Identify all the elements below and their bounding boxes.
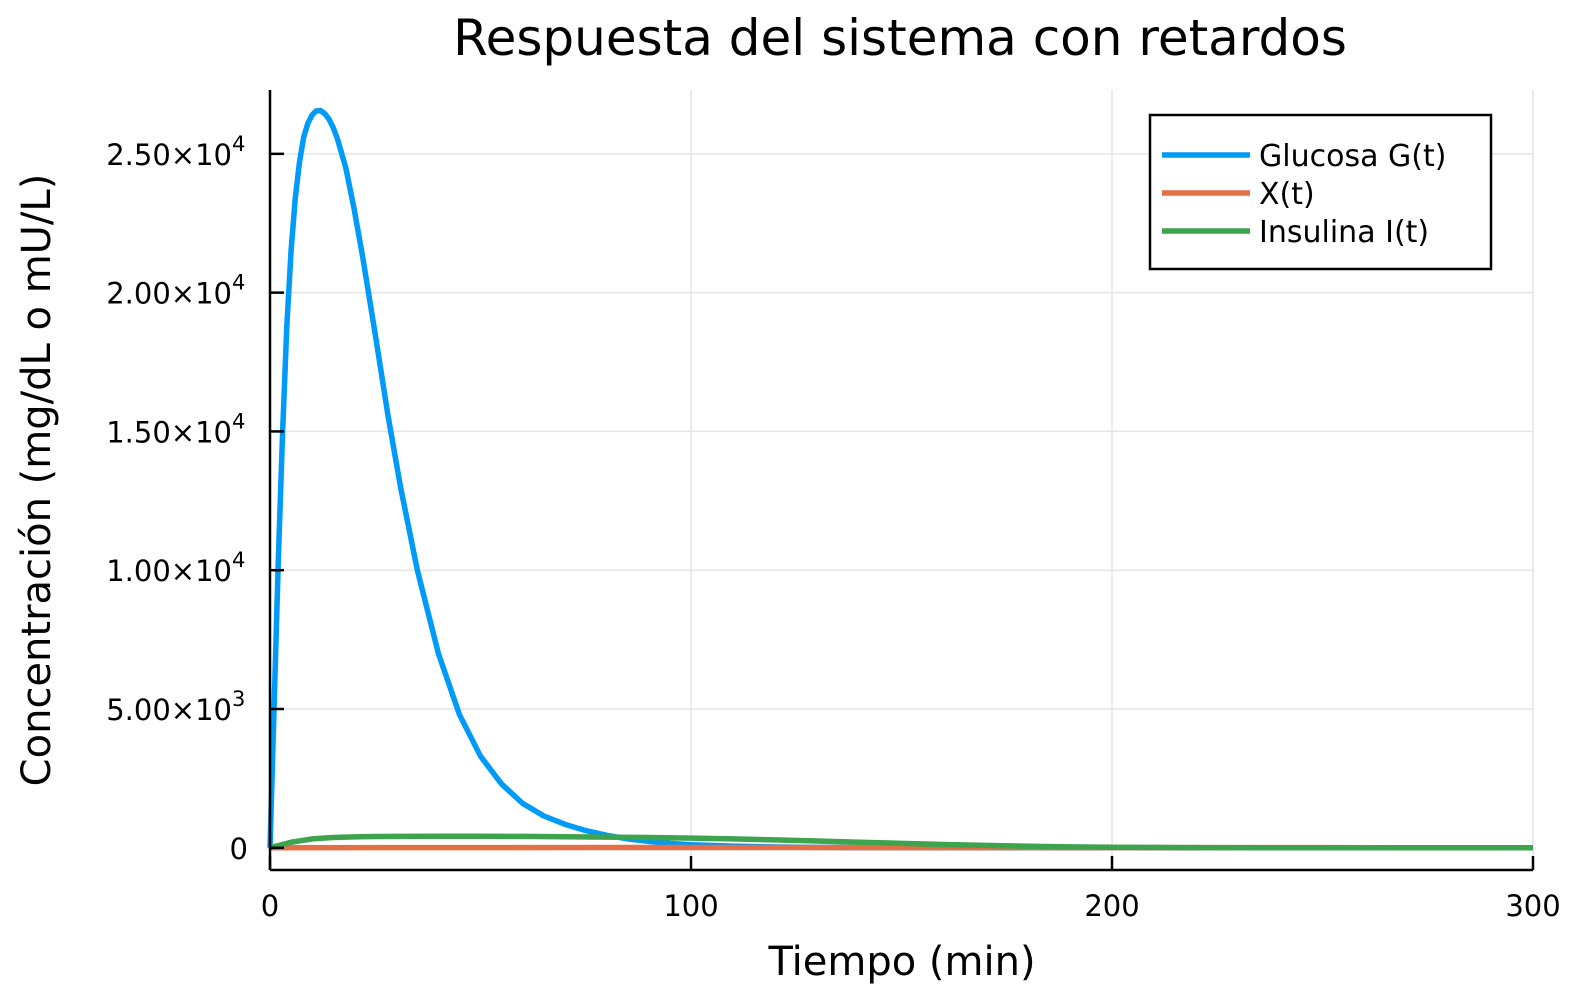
y-tick-label-2: 1.00×10 bbox=[106, 554, 232, 588]
y-tick-label-0: 0 bbox=[230, 832, 248, 866]
legend-label-0: Glucosa G(t) bbox=[1259, 139, 1446, 174]
x-tick-label-2: 200 bbox=[1084, 889, 1139, 923]
x-axis-label: Tiempo (min) bbox=[767, 939, 1035, 985]
axes bbox=[268, 90, 1533, 872]
y-tick-label-4: 2.00×10 bbox=[106, 277, 232, 311]
y-ticks: 05.00×10 31.00×10 41.50×10 42.00×10 42.50×10… bbox=[106, 132, 284, 866]
y-tick-label-3: 1.50×10 bbox=[106, 415, 232, 449]
chart-title: Respuesta del sistema con retardos bbox=[453, 9, 1347, 67]
y-tick-exponent-2: 4 bbox=[232, 548, 245, 572]
y-axis-label: Concentración (mg/dL o mU/L) bbox=[14, 174, 60, 787]
series-layer bbox=[267, 107, 1534, 851]
legend-label-1: X(t) bbox=[1259, 177, 1315, 212]
legend-label-2: Insulina I(t) bbox=[1259, 215, 1429, 250]
y-tick-exponent-3: 4 bbox=[232, 409, 245, 433]
y-tick-exponent-5: 4 bbox=[232, 132, 245, 156]
legend: Glucosa G(t)X(t)Insulina I(t) bbox=[1148, 113, 1493, 271]
y-tick-label-1: 5.00×10 bbox=[106, 693, 232, 727]
series-line-2 bbox=[269, 833, 1533, 851]
x-ticks: 0 100 200 300 bbox=[261, 856, 1561, 923]
y-tick-exponent-1: 3 bbox=[232, 687, 245, 711]
y-tick-exponent-4: 4 bbox=[232, 271, 245, 295]
y-tick-label-5: 2.50×10 bbox=[106, 138, 232, 172]
x-tick-label-3: 300 bbox=[1505, 889, 1560, 923]
x-tick-label-1: 100 bbox=[663, 889, 718, 923]
x-tick-label-0: 0 bbox=[261, 889, 279, 923]
